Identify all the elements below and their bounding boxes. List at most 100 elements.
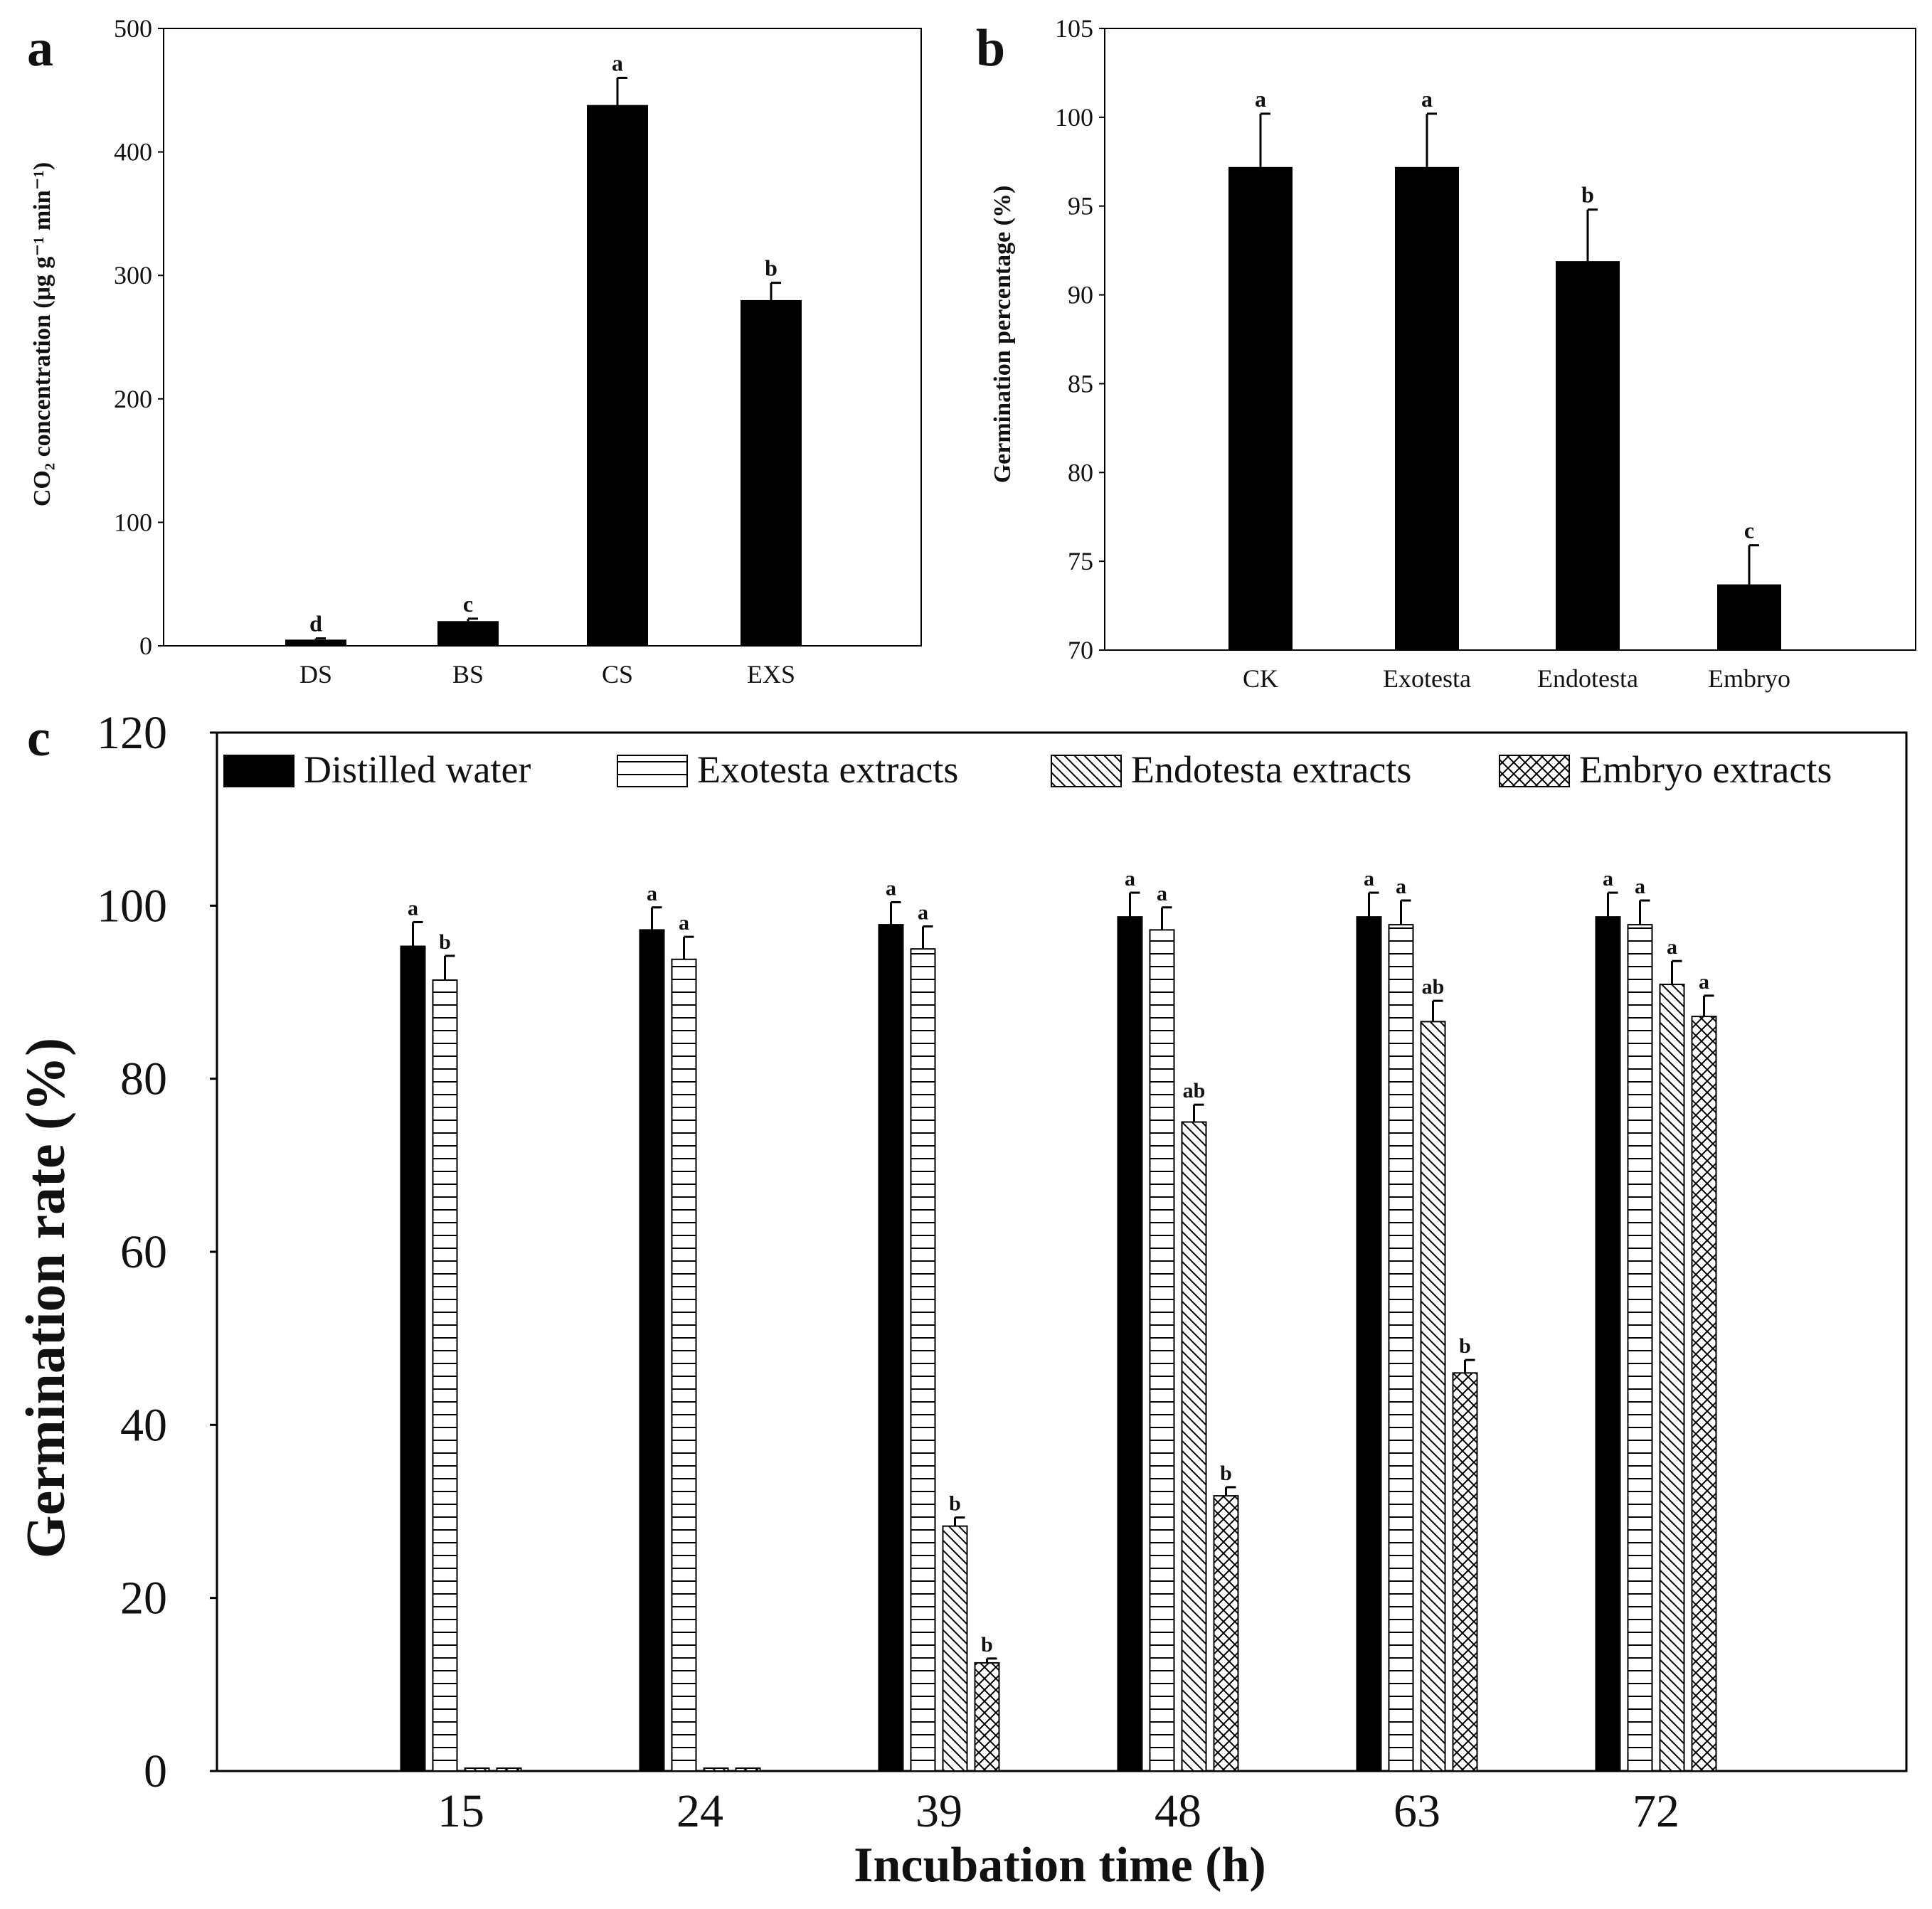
panel-b-y-axis-label: Germination percentage (%) (989, 186, 1016, 484)
y-tick-label: 100 (97, 880, 167, 932)
bar-distilled-water (878, 924, 904, 1772)
bar-endotesta-extracts (1181, 1121, 1207, 1772)
legend-entry-label: Endotesta extracts (1131, 748, 1411, 791)
panel-letter-a: a (27, 19, 53, 78)
x-tick-label: CS (602, 660, 633, 688)
legend-entry-label: Distilled water (304, 748, 531, 791)
bar-endotesta (1556, 261, 1620, 650)
significance-letter: a (918, 901, 928, 925)
x-tick-label: 72 (1633, 1785, 1679, 1837)
x-tick-label: 48 (1155, 1785, 1201, 1837)
panel-letter-c: c (27, 709, 51, 767)
y-tick-label: 90 (1068, 281, 1093, 309)
bar-distilled-water (1117, 916, 1143, 1772)
significance-letter: b (1581, 182, 1594, 208)
x-tick-label: 15 (437, 1785, 484, 1837)
y-tick-label: 200 (114, 385, 152, 413)
significance-letter: a (647, 882, 657, 905)
significance-letter: c (1744, 518, 1754, 543)
x-tick-label: 24 (676, 1785, 723, 1837)
significance-letter: a (1667, 935, 1677, 959)
bar-distilled-water (1595, 916, 1621, 1772)
bar-endotesta-extracts (1420, 1021, 1446, 1772)
x-tick-label: 63 (1394, 1785, 1440, 1837)
y-tick-label: 75 (1068, 547, 1093, 575)
significance-letter: a (1157, 882, 1167, 905)
significance-letter: d (309, 611, 322, 637)
bar-cs (587, 105, 648, 646)
bar-endotesta-extracts (1659, 984, 1685, 1772)
y-tick-label: 500 (114, 14, 152, 43)
bar-exotesta-extracts (910, 948, 936, 1772)
bar-exs (741, 299, 802, 646)
bar-endotesta-extracts (942, 1525, 968, 1772)
x-tick-label: CK (1243, 664, 1278, 693)
bar-embryo-extracts (735, 1767, 761, 1772)
bar-distilled-water (1356, 916, 1382, 1772)
significance-letter: a (1255, 86, 1266, 112)
x-tick-label: 39 (915, 1785, 962, 1837)
x-tick-label: BS (452, 660, 484, 688)
panel-c-legend: Distilled water Exotesta extracts Endotest… (223, 748, 1832, 791)
significance-letter: a (1603, 867, 1613, 890)
panel-c-x-axis-label: Incubation time (h) (854, 1838, 1265, 1893)
significance-letter: a (886, 876, 896, 900)
y-tick-label: 80 (120, 1053, 167, 1105)
bar-embryo-extracts (1213, 1495, 1239, 1772)
significance-letter: a (1125, 867, 1135, 890)
plot-frame (216, 731, 1908, 1772)
significance-letter: a (1396, 875, 1406, 898)
legend-entry-label: Embryo extracts (1579, 748, 1832, 791)
significance-letter: b (949, 1492, 961, 1516)
panel-a-chart: CO₂ concentration (μg g⁻¹ min⁻¹) 0 100 200… (29, 14, 922, 688)
bar-embryo-extracts (1452, 1372, 1478, 1772)
significance-letter: b (439, 930, 451, 954)
y-tick-label: 40 (120, 1399, 167, 1451)
bar-exotesta-extracts (432, 979, 458, 1772)
plot-frame (1104, 28, 1916, 651)
panel-letter-b: b (976, 19, 1005, 78)
significance-letter: a (1699, 970, 1709, 994)
x-tick-label: Exotesta (1383, 664, 1471, 693)
legend-swatch (617, 755, 688, 787)
x-tick-label: EXS (747, 660, 795, 688)
legend-swatch (1499, 755, 1570, 787)
bar-distilled-water (639, 929, 665, 1772)
bar-embryo (1717, 584, 1781, 650)
y-tick-label: 20 (120, 1573, 167, 1624)
y-tick-label: 95 (1068, 192, 1093, 220)
y-tick-label: 120 (97, 707, 167, 759)
y-tick-label: 105 (1055, 14, 1093, 43)
bar-ds (285, 639, 346, 646)
significance-letter: a (1364, 867, 1374, 890)
bar-embryo-extracts (1691, 1016, 1717, 1772)
y-tick-label: 85 (1068, 369, 1093, 398)
significance-letter: c (463, 591, 473, 617)
plot-frame (163, 28, 922, 647)
panel-a-y-axis-label: CO₂ concentration (μg g⁻¹ min⁻¹) (29, 162, 55, 506)
bar-bs (437, 621, 499, 646)
significance-letter: a (1635, 875, 1645, 898)
significance-letter: b (981, 1633, 993, 1657)
x-tick-label: DS (299, 660, 332, 688)
y-tick-label: 400 (114, 138, 152, 166)
x-tick-label: Embryo (1708, 664, 1790, 693)
bar-endotesta-extracts (464, 1767, 490, 1772)
bar-exotesta (1395, 166, 1459, 650)
significance-letter: a (408, 896, 418, 920)
y-tick-label: 70 (1068, 636, 1093, 664)
bar-exotesta-extracts (1149, 929, 1175, 1772)
bar-embryo-extracts (974, 1661, 1000, 1772)
y-tick-label: 80 (1068, 458, 1093, 486)
panel-c-chart: Germination rate (%) Incubation time (h)… (14, 707, 1908, 1893)
significance-letter: b (1220, 1462, 1232, 1485)
bar-endotesta-extracts (703, 1767, 729, 1772)
panel-c-y-axis-label: Germination rate (%) (14, 1038, 76, 1558)
bar-embryo-extracts (496, 1767, 522, 1772)
significance-letter: a (612, 50, 623, 75)
y-tick-label: 300 (114, 261, 152, 289)
y-tick-label: 100 (1055, 103, 1093, 132)
y-tick-label: 60 (120, 1226, 167, 1278)
legend-swatch (1051, 755, 1122, 787)
legend-entry-label: Exotesta extracts (697, 748, 958, 791)
